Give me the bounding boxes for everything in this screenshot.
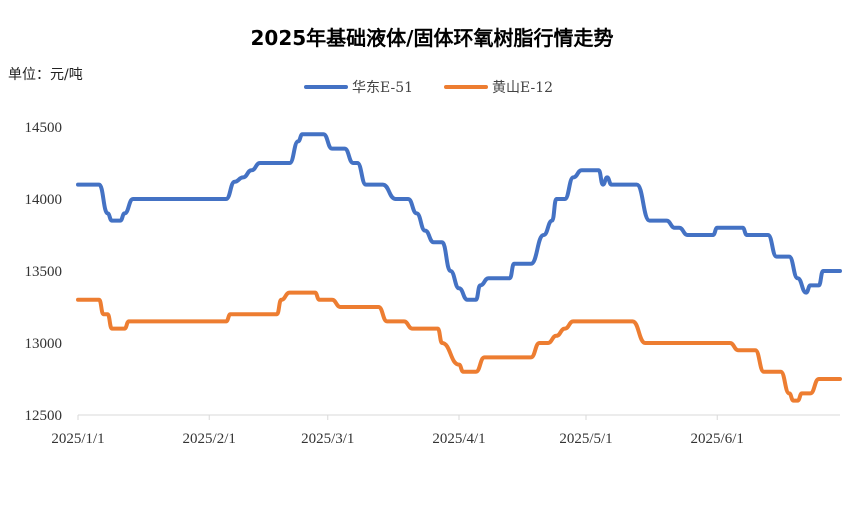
unit-label: 单位：元/吨 [8, 67, 83, 83]
y-tick-label: 13000 [25, 336, 63, 352]
x-tick-label: 2025/5/1 [559, 431, 612, 447]
x-axis: 2025/1/1 2025/2/1 2025/3/1 2025/4/1 2025/5/1… [51, 415, 744, 447]
x-tick-label: 2025/6/1 [691, 431, 744, 447]
x-tick-label: 2025/1/1 [51, 431, 104, 447]
y-tick-label: 14500 [25, 120, 63, 136]
plot-area [76, 132, 842, 403]
x-tick-label: 2025/4/1 [432, 431, 485, 447]
x-tick-label: 2025/3/1 [301, 431, 354, 447]
chart-title: 2025年基础液体/固体环氧树脂行情走势 [251, 26, 614, 50]
series-line-1 [76, 290, 842, 403]
y-tick-label: 14000 [25, 192, 63, 208]
series-line-0 [76, 132, 842, 302]
y-tick-label: 13500 [25, 264, 63, 280]
legend-label-series-0: 华东E-51 [352, 80, 413, 96]
y-axis: 14500 14000 13500 13000 12500 [25, 120, 63, 424]
legend-label-series-1: 黄山E-12 [492, 79, 553, 96]
x-tick-label: 2025/2/1 [183, 431, 236, 447]
y-tick-label: 12500 [25, 408, 63, 424]
legend: 华东E-51 黄山E-12 [304, 79, 553, 96]
